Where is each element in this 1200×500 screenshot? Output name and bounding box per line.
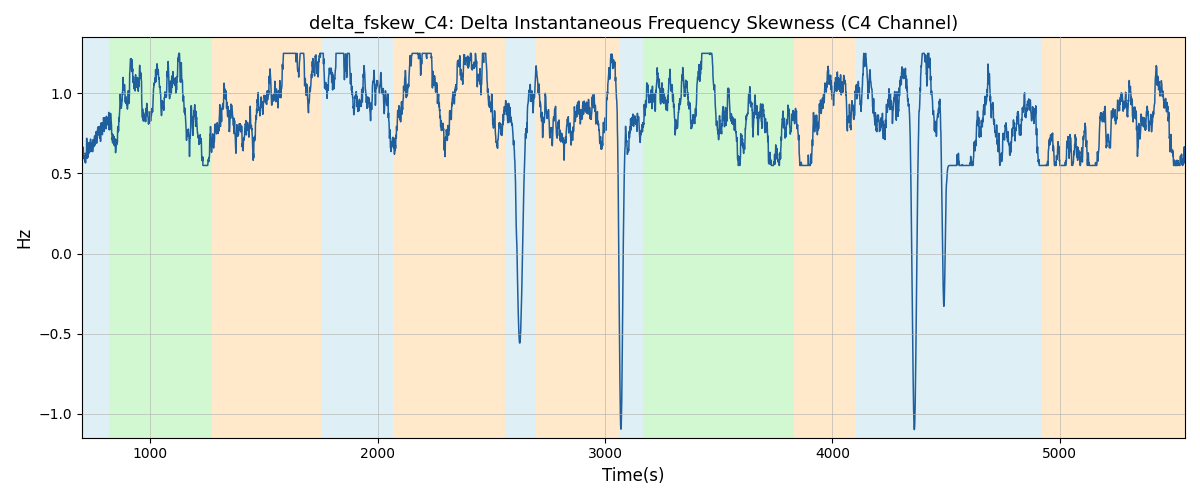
Bar: [930, 38, 1042, 438]
Bar: [320, 38, 394, 438]
Bar: [856, 38, 930, 438]
Bar: [793, 38, 856, 438]
Title: delta_fskew_C4: Delta Instantaneous Frequency Skewness (C4 Channel): delta_fskew_C4: Delta Instantaneous Freq…: [308, 15, 958, 34]
Bar: [534, 38, 619, 438]
Bar: [1042, 38, 1186, 438]
X-axis label: Time(s): Time(s): [602, 467, 665, 485]
Bar: [505, 38, 534, 438]
Bar: [642, 38, 793, 438]
Y-axis label: Hz: Hz: [14, 227, 32, 248]
Bar: [619, 38, 642, 438]
Bar: [211, 38, 320, 438]
Bar: [109, 38, 211, 438]
Bar: [82, 38, 109, 438]
Bar: [394, 38, 505, 438]
